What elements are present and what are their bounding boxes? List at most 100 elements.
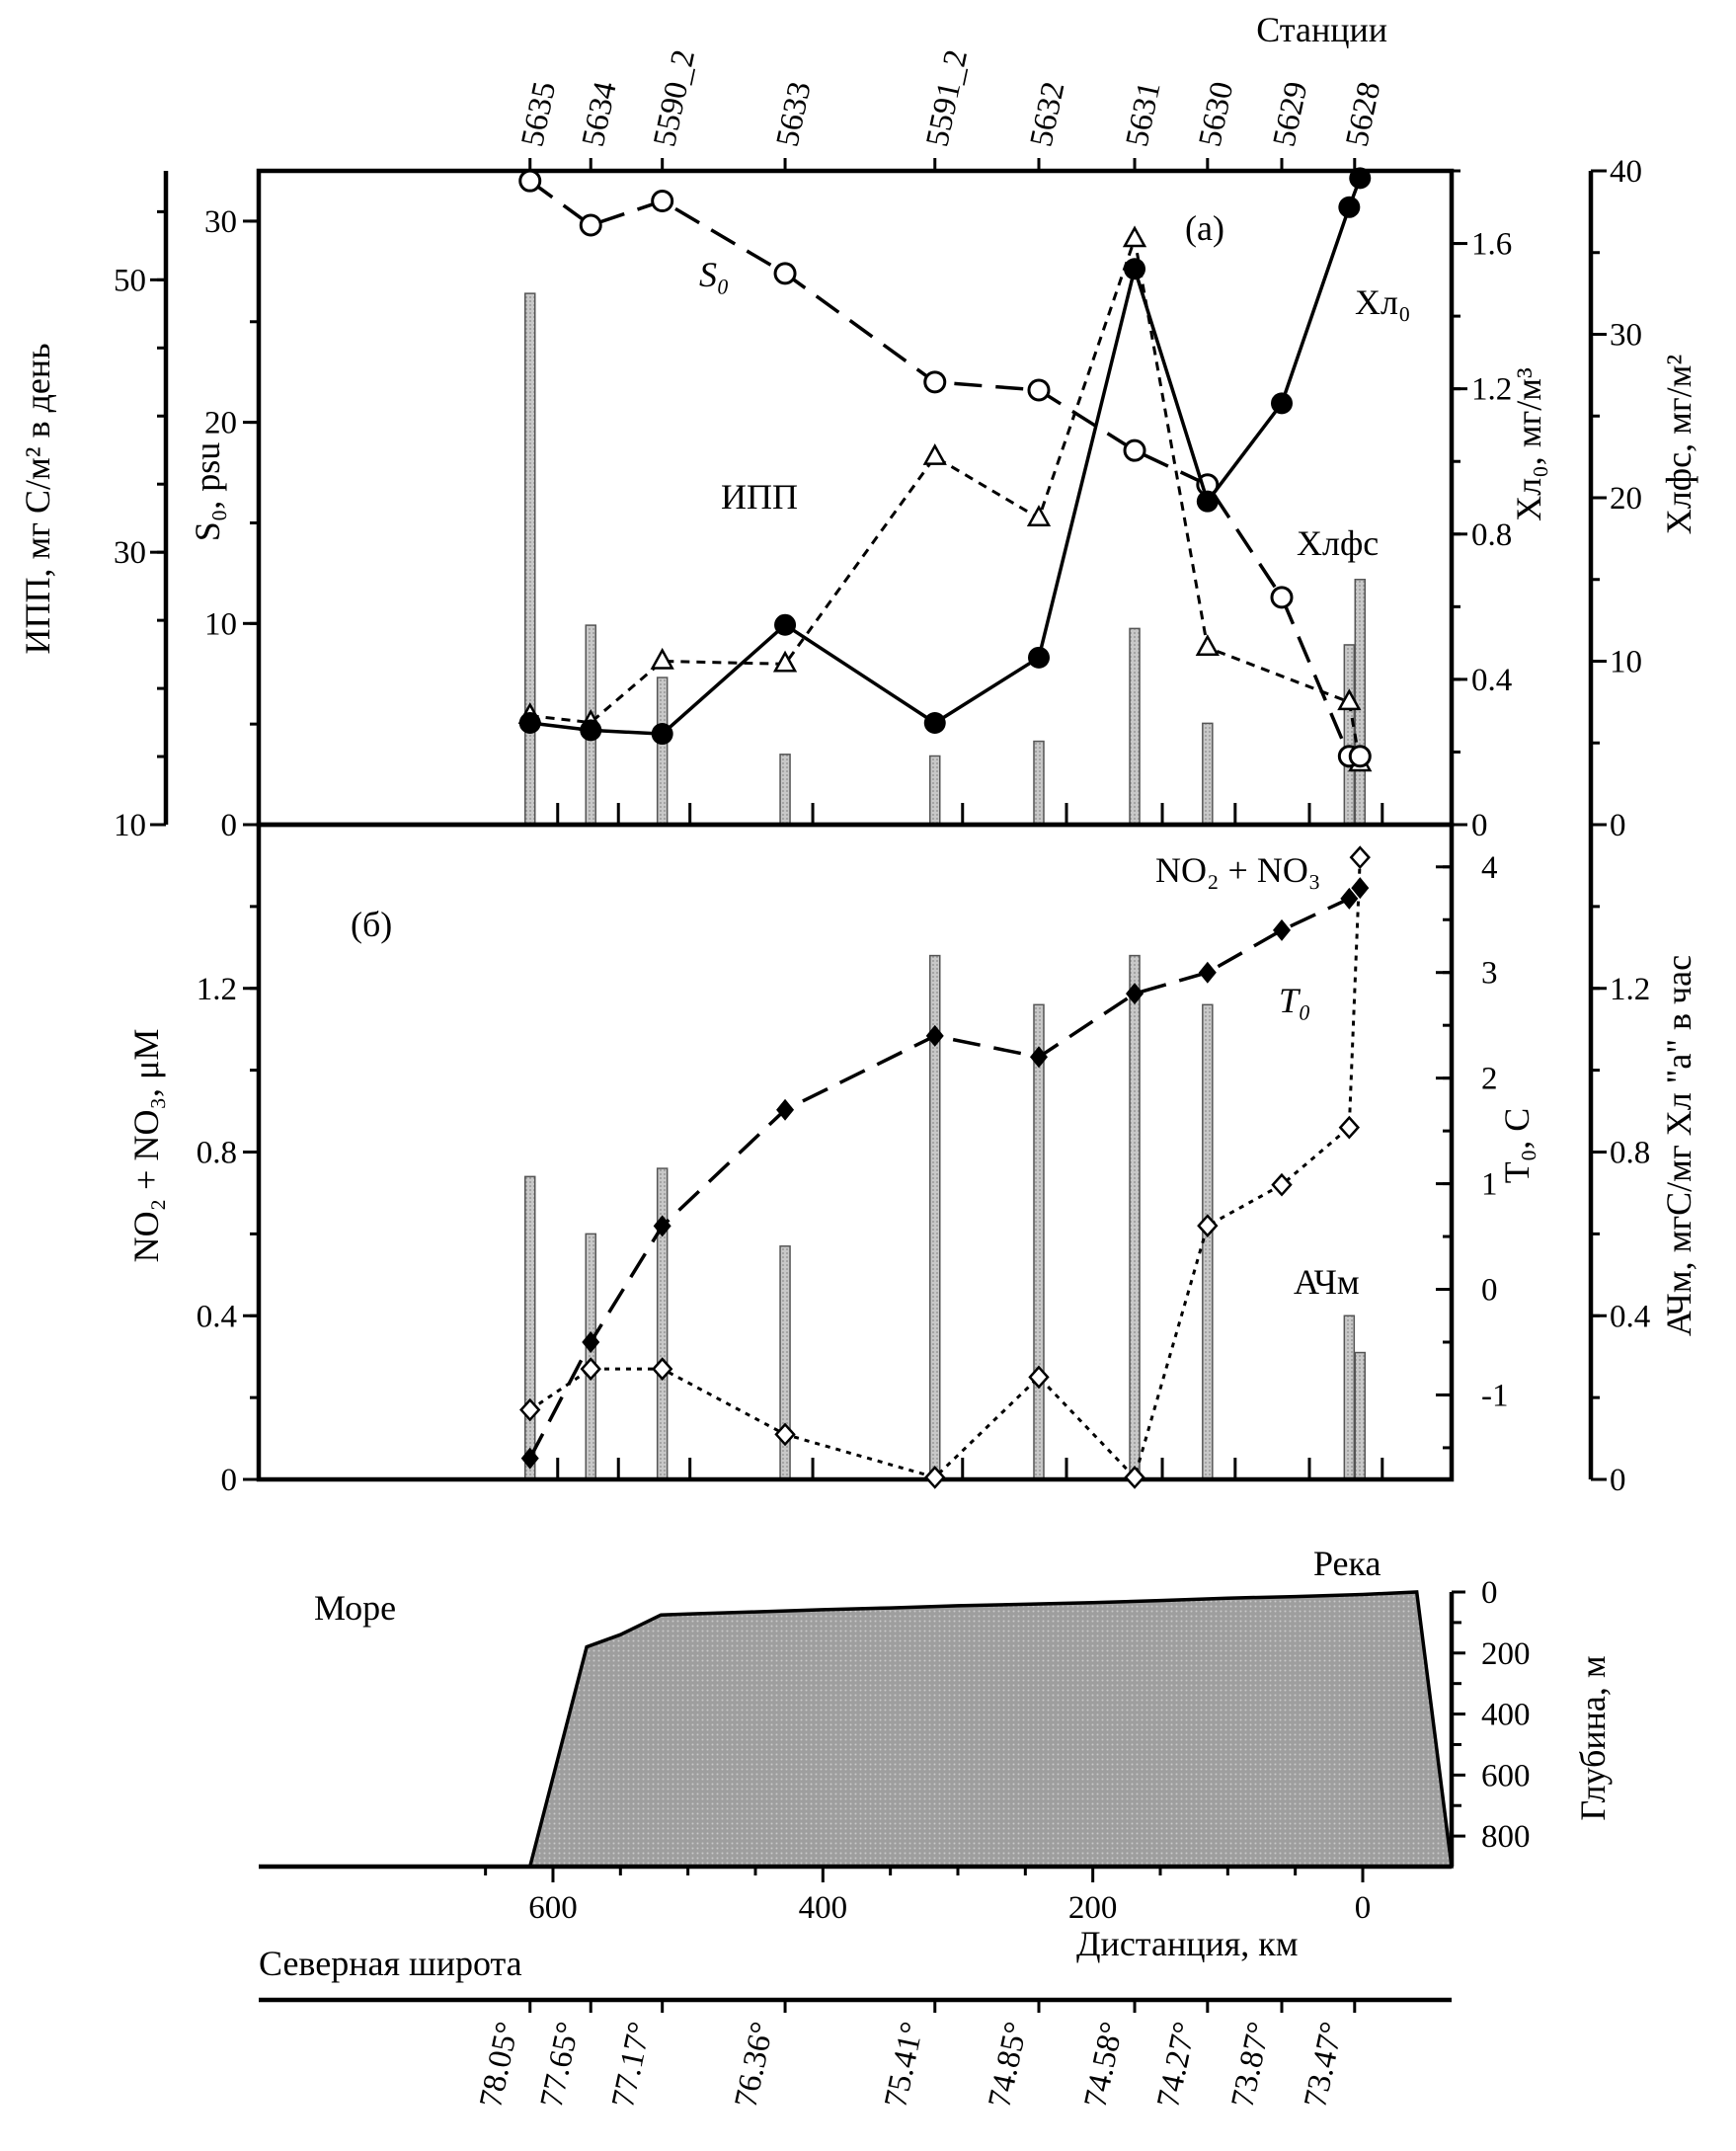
ach-tick-label: 0.8 (1610, 1136, 1650, 1171)
temperature-tick-label: 1 (1481, 1167, 1498, 1203)
point-marker (1124, 1466, 1145, 1489)
point-marker (1122, 225, 1147, 248)
ipp-tick-label: 10 (114, 808, 146, 843)
depth-profile-area (527, 1590, 1454, 1869)
point-marker (1195, 634, 1220, 656)
distance-tick-label: 200 (1068, 1890, 1118, 1926)
station-label: 5632 (1024, 79, 1072, 150)
point-marker (773, 262, 797, 285)
ach-bar (1354, 1351, 1367, 1480)
depth-tick-label: 0 (1481, 1575, 1498, 1611)
chl0-tick-label: 0.8 (1471, 518, 1512, 553)
chlfs-axis-label: Хлфс, мг/м² (1659, 355, 1698, 534)
sea-label: Море (314, 1588, 396, 1628)
salinity-tick-label: 20 (204, 406, 237, 441)
ach-bar (1033, 1003, 1045, 1480)
latitude-label: 75.41° (878, 2019, 930, 2111)
ipp-tick-label: 50 (114, 263, 146, 298)
ach-axis-label: АЧм, мгС/мг Хл "а" в час (1659, 955, 1698, 1336)
point-marker (1348, 745, 1372, 768)
chl0-annotation: Хл₀ (1355, 282, 1411, 322)
ach-tick-label: 0 (1610, 1463, 1626, 1498)
chlfs-bars (523, 292, 1367, 826)
point-marker (772, 650, 798, 673)
point-marker (1198, 961, 1217, 984)
panel-a-frame (256, 168, 1455, 828)
point-marker (1026, 505, 1052, 526)
point-marker (1028, 1365, 1050, 1390)
point-marker (776, 1098, 795, 1121)
ipp-tick-label: 30 (114, 535, 146, 571)
point-marker (1338, 1115, 1361, 1140)
point-marker (1337, 688, 1362, 711)
point-marker (1123, 438, 1146, 462)
point-marker (1196, 490, 1219, 513)
depth-axis-label: Глубина, м (1573, 1655, 1613, 1820)
station-label: 5635 (514, 79, 563, 150)
point-marker (652, 1357, 673, 1381)
point-marker (923, 370, 947, 394)
salinity-tick-label: 10 (204, 606, 237, 642)
distance-tick-label: 400 (799, 1890, 848, 1926)
point-marker (925, 1024, 944, 1047)
station-label: 5634 (576, 79, 624, 150)
latitude-label: 77.17° (605, 2019, 658, 2111)
nutrients-tick-label: 0.8 (197, 1136, 237, 1171)
nutrients-annotation: NO₂ + NO₃ (1155, 850, 1320, 890)
depth-tick-label: 400 (1481, 1698, 1531, 1733)
point-marker (520, 1447, 539, 1470)
ach-tick-label: 1.2 (1610, 972, 1650, 1007)
T₀-line (528, 886, 1362, 1460)
chlfs-annotation: Хлфс (1297, 523, 1379, 563)
temperature-tick-label: 4 (1481, 850, 1498, 886)
latitude-label: 74.58° (1077, 2019, 1130, 2111)
point-marker (1271, 1172, 1293, 1197)
top-station-axis: Станции 5635 5634 5590_2 5633 5591_2 5632 5631… (514, 10, 1387, 171)
latitude-axis: Северная широта 78.05° 77.65° 77.17° 76.36°… (259, 1944, 1452, 2111)
point-marker (923, 712, 946, 735)
salinity-axis-label: S₀, psu (188, 442, 227, 542)
nutrients-axis-label: NO₂ + NO₃, μM (126, 1029, 166, 1263)
point-marker (1027, 646, 1050, 669)
latitude-label: 78.05° (473, 2019, 525, 2111)
ipp-annotation: ИПП (721, 477, 798, 517)
point-marker (1349, 167, 1372, 190)
point-marker (653, 1215, 671, 1237)
distance-axis-label: Дистанция, км (1076, 1924, 1299, 1963)
point-marker (774, 1422, 796, 1447)
chl0-tick-label: 0 (1471, 808, 1488, 843)
s0-annotation: S₀ (699, 255, 730, 294)
chlfs-bar (1202, 722, 1214, 826)
latitude-label: 74.85° (982, 2019, 1034, 2111)
ach-bar (656, 1167, 669, 1480)
ach-bars (523, 954, 1367, 1480)
point-marker (651, 190, 674, 213)
chl0-tick-label: 0.4 (1471, 663, 1512, 698)
station-label: 5630 (1192, 79, 1240, 150)
station-label: 5590_2 (647, 46, 702, 149)
chlfs-bar (1033, 740, 1045, 826)
ИПП-line (529, 233, 1362, 764)
chlfs-bar (1343, 644, 1356, 826)
latitude-label: 77.65° (534, 2019, 587, 2111)
latitude-label: 73.47° (1298, 2019, 1350, 2111)
depth-tick-label: 600 (1481, 1758, 1531, 1793)
temperature-tick-label: 0 (1481, 1273, 1498, 1309)
temperature-tick-label: 3 (1481, 956, 1498, 992)
station-label: 5633 (770, 79, 819, 150)
ach-bar (1129, 954, 1141, 1480)
nutrients-tick-label: 1.2 (197, 972, 237, 1007)
station-label: 5628 (1339, 79, 1387, 150)
river-label: Река (1313, 1544, 1381, 1583)
point-marker (1272, 918, 1291, 941)
depth-tick-label: 800 (1481, 1819, 1531, 1855)
point-marker (1340, 887, 1359, 910)
chlfs-bar (779, 754, 791, 826)
panel-b: 0 0.4 0.8 1.2 -1 0 1 2 3 4 0 0.4 0.8 1.2 (б) NO₂ + NO… (126, 822, 1698, 1498)
NO₂ + NO₃-line (528, 857, 1362, 1480)
chlfs-bar (523, 292, 536, 826)
point-marker (1029, 1046, 1048, 1069)
point-marker (1126, 983, 1144, 1005)
